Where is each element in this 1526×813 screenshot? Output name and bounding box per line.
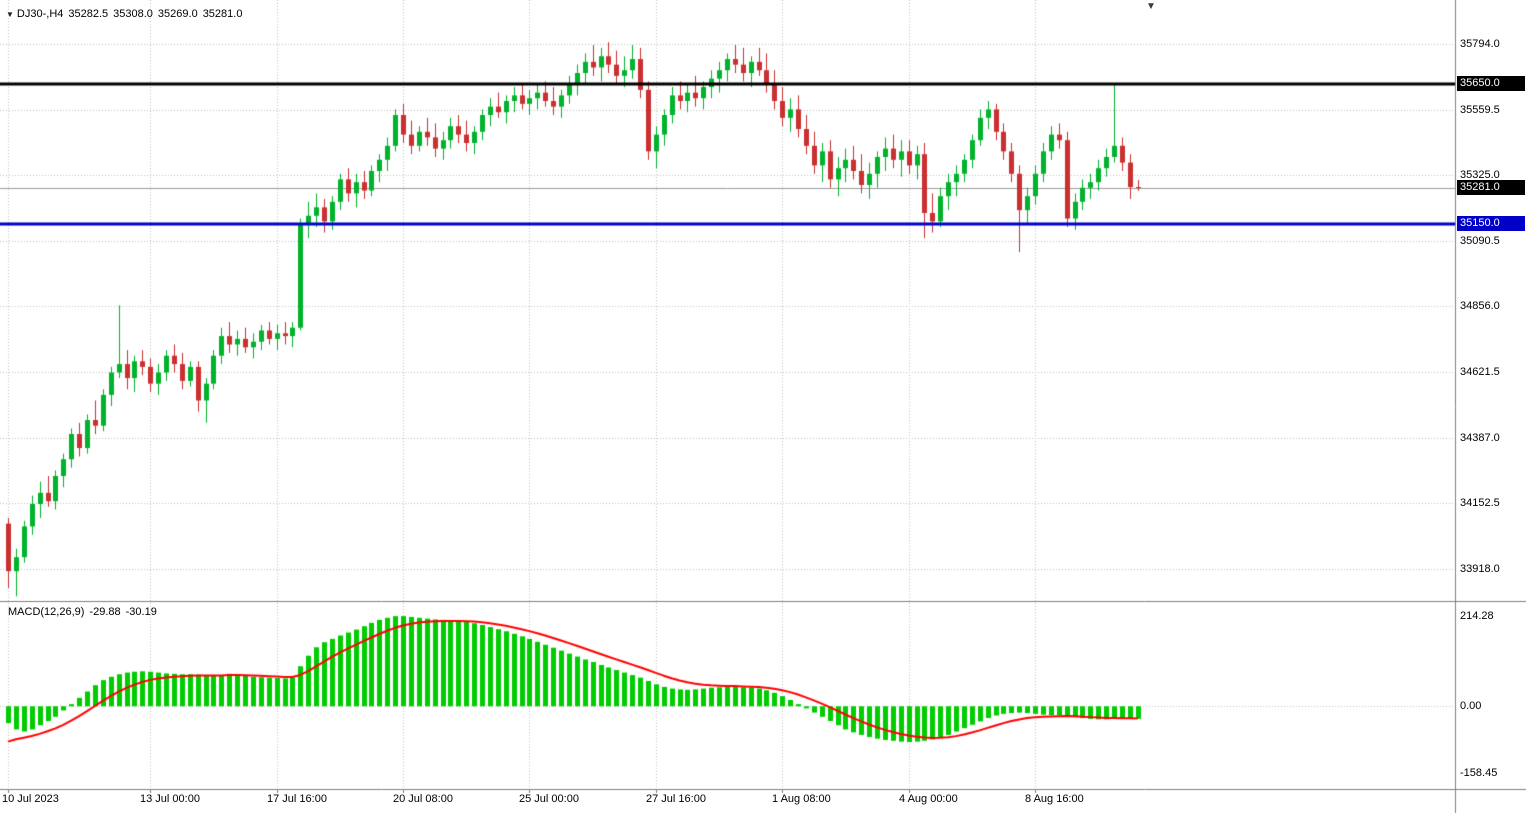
price-axis-label: 34152.5	[1460, 497, 1500, 509]
ohlc-close: 35281.0	[202, 8, 243, 20]
price-axis-label: 35090.5	[1460, 235, 1500, 247]
ohlc-open: 35282.5	[68, 8, 109, 20]
collapse-triangle-icon[interactable]: ▼	[6, 10, 14, 19]
price-axis-label: 34856.0	[1460, 300, 1500, 312]
time-axis-label: 20 Jul 08:00	[393, 793, 453, 805]
ohlc-low: 35269.0	[157, 8, 198, 20]
macd-main-value: -29.88	[89, 606, 121, 618]
price-axis-label: 33918.0	[1460, 563, 1500, 575]
chart-shift-marker-icon[interactable]: ▼	[1146, 1, 1156, 12]
time-axis-label: 1 Aug 08:00	[772, 793, 831, 805]
time-axis-label: 17 Jul 16:00	[267, 793, 327, 805]
current-price-tag: 35281.0	[1457, 180, 1525, 195]
price-axis-label: 35325.0	[1460, 169, 1500, 181]
time-axis-label: 8 Aug 16:00	[1025, 793, 1084, 805]
macd-axis-label: -158.45	[1460, 767, 1498, 779]
price-axis-label: 35559.5	[1460, 104, 1500, 116]
symbol-period-label: DJ30-,H4	[16, 8, 64, 20]
macd-indicator-label: MACD(12,26,9) -29.88 -30.19	[8, 606, 162, 618]
price-axis-label: 35794.0	[1460, 38, 1500, 50]
macd-signal-value: -30.19	[125, 606, 157, 618]
hline-price-tag: 35650.0	[1457, 76, 1525, 91]
macd-title: MACD(12,26,9)	[8, 606, 85, 618]
price-axis-label: 34387.0	[1460, 432, 1500, 444]
macd-axis-label: 0.00	[1460, 700, 1482, 712]
price-axis[interactable]: 33918.0 34152.5 34387.0 34621.5 34856.0 35090…	[1457, 0, 1526, 790]
time-axis-label: 25 Jul 00:00	[519, 793, 579, 805]
time-axis[interactable]: 10 Jul 2023 13 Jul 00:00 17 Jul 16:00 20 Ju…	[0, 791, 1456, 813]
hline-price-tag: 35150.0	[1457, 216, 1525, 231]
time-axis-label: 4 Aug 00:00	[899, 793, 958, 805]
time-axis-label: 27 Jul 16:00	[646, 793, 706, 805]
macd-axis-label: 214.28	[1460, 610, 1494, 622]
time-axis-label: 10 Jul 2023	[2, 793, 59, 805]
time-axis-label: 13 Jul 00:00	[140, 793, 200, 805]
chart-title-ohlc: ▼ DJ30-,H4 35282.5 35308.0 35269.0 35281.0	[6, 8, 247, 20]
ohlc-high: 35308.0	[113, 8, 153, 20]
price-axis-label: 34621.5	[1460, 366, 1500, 378]
